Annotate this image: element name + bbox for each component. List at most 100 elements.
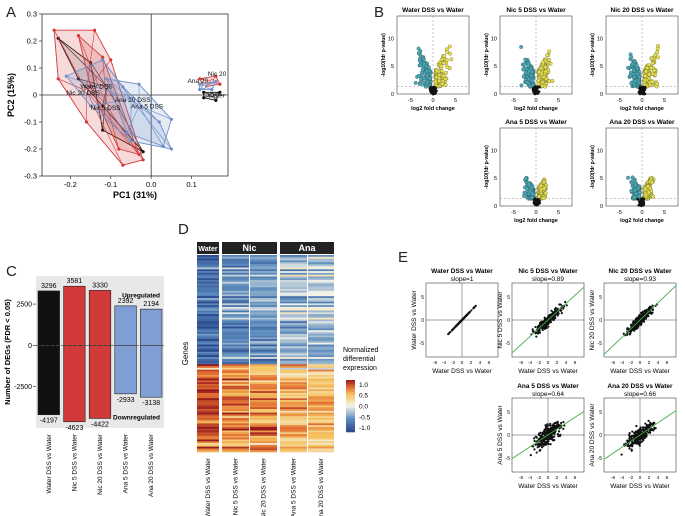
volcano-frame (396, 15, 470, 95)
fc-y-tick-label: -5 (420, 341, 425, 347)
heatmap-cell (250, 285, 277, 288)
pca-sample-point (141, 158, 145, 162)
volcano-title: Ana 5 DSS vs Water (505, 119, 567, 126)
heatmap-cell (280, 428, 307, 431)
heatmap-cell (222, 450, 249, 453)
heatmap-cell (197, 315, 219, 318)
fc-y-tick-label: -5 (598, 456, 603, 462)
fc-scatter-slope: slope=0.66 (624, 391, 656, 398)
pca-sample-point (88, 104, 93, 108)
fc-scatter-point (560, 421, 563, 425)
pca-sample-point (202, 90, 206, 94)
heatmap-cell (250, 439, 277, 442)
heatmap-cell (308, 378, 334, 381)
heatmap-cell (280, 387, 307, 390)
heatmap-cell (250, 344, 277, 347)
heatmap-cell (197, 439, 219, 442)
volcano-point (443, 77, 448, 81)
fc-x-tick-label: 2 (648, 360, 651, 366)
heatmap-cell (308, 409, 334, 412)
fc-x-tick-label: 4 (565, 475, 568, 481)
heatmap-cell (222, 346, 249, 349)
heatmap-cell (250, 434, 277, 437)
heatmap-cell (222, 387, 249, 390)
heatmap-cell (308, 274, 334, 277)
pca-centroid (201, 84, 206, 90)
fc-scatter-point (644, 317, 648, 320)
heatmap-cell (308, 310, 334, 313)
heatmap-cell (280, 396, 307, 399)
heatmap-legend-swatch (346, 406, 355, 409)
fc-scatter-point (544, 441, 547, 444)
heatmap-cell (222, 299, 249, 302)
bar-upregulated (140, 308, 163, 346)
heatmap-cell (308, 412, 334, 415)
heatmap-cell (308, 371, 334, 374)
heatmap-cell (250, 378, 277, 381)
heatmap-cell (280, 425, 307, 428)
heatmap-cell (197, 389, 219, 392)
heatmap-cell (197, 317, 219, 320)
fc-scatter-point (565, 304, 568, 307)
heatmap-cell (222, 332, 249, 335)
heatmap-cell (308, 317, 334, 320)
pca-sample-point (137, 152, 141, 156)
fc-scatter-point (643, 428, 646, 432)
pca-sample-point (64, 74, 68, 78)
volcano-point (650, 79, 655, 84)
panel-label-b: B (374, 4, 384, 21)
heatmap-cell (197, 378, 219, 381)
expression-heatmap: Water Nic Ana Genes Water DSS vs Water Nic 5 … (181, 242, 379, 516)
volcano-point (441, 61, 446, 66)
heatmap-column-label: Ana 20 DSS vs Water (318, 457, 325, 516)
heatmap-cell (197, 435, 219, 438)
fc-x-tick-label: 2 (470, 360, 473, 366)
pca-sample-point (101, 104, 105, 108)
heatmap-cell (308, 367, 334, 370)
volcano-x-tick-label: 0 (534, 210, 537, 216)
heatmap-legend-title: Normalized (343, 347, 379, 354)
fc-scatter-point (644, 310, 647, 313)
heatmap-cell (280, 342, 307, 345)
heatmap-cell (250, 412, 277, 415)
heatmap-cell (308, 353, 334, 356)
heatmap-cell (280, 314, 307, 317)
panel-label-a: A (6, 4, 16, 21)
heatmap-cell (308, 312, 334, 315)
heatmap-cell (280, 301, 307, 304)
heatmap-cell (197, 426, 219, 430)
heatmap-cell (308, 439, 334, 442)
heatmap-cell (222, 351, 249, 354)
volcano-point (655, 50, 660, 55)
pca-sample-point (198, 88, 202, 92)
volcano-y-tick-label: 10 (597, 36, 603, 42)
heatmap-cell (222, 364, 249, 367)
volcano-point (523, 57, 528, 62)
heatmap-cell (197, 276, 219, 279)
heatmap-cell (222, 360, 249, 363)
heatmap-cell (197, 432, 219, 435)
fc-scatter-point (637, 316, 640, 319)
heatmap-cell (250, 280, 277, 283)
heatmap-cell (197, 410, 219, 413)
heatmap-cell (197, 405, 219, 408)
volcano-y-axis-title: -log10(fdr p-value) (484, 145, 490, 189)
heatmap-cell (250, 405, 277, 408)
fc-scatter-point (634, 440, 637, 443)
volcano-point (548, 61, 553, 66)
heatmap-cell (222, 297, 249, 301)
volcano-point (541, 196, 546, 201)
heatmap-cell (280, 371, 307, 374)
heatmap-cell (222, 280, 249, 283)
heatmap-cell (250, 398, 277, 401)
heatmap-cell (250, 335, 277, 338)
heatmap-cell (197, 382, 219, 385)
heatmap-cell (308, 444, 334, 447)
heatmap-cell (280, 290, 307, 293)
fc-scatter-point (536, 443, 539, 446)
heatmap-legend-swatch (346, 426, 355, 429)
fc-scatter-point (465, 313, 468, 317)
heatmap-cell (280, 265, 307, 268)
pca-group-label: Nic 20 DSS (66, 90, 100, 97)
pca-hull (106, 78, 172, 147)
